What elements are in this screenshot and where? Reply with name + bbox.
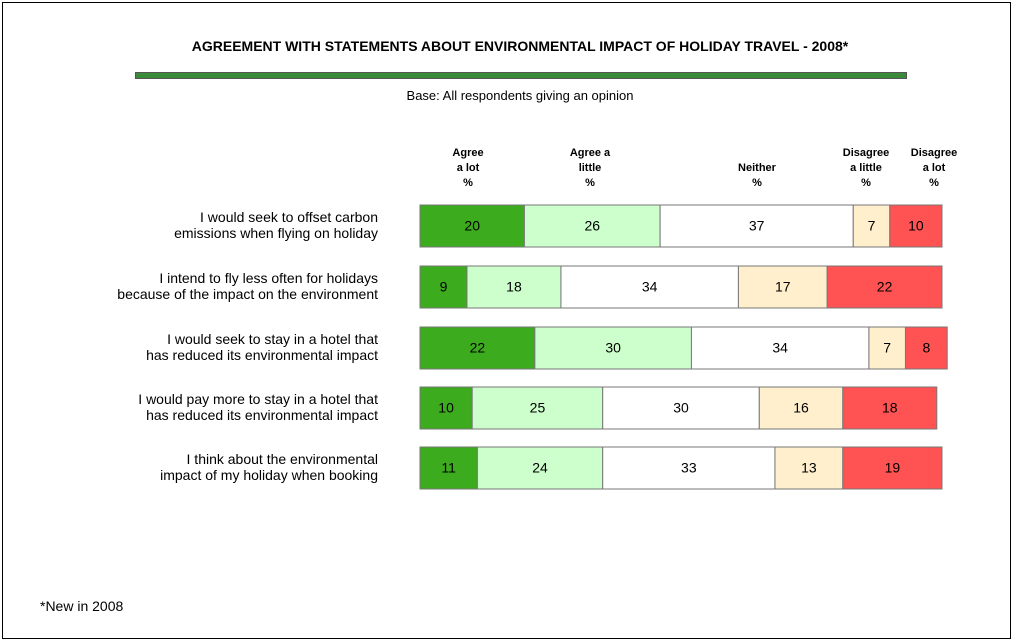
- data-label: 9: [440, 279, 448, 295]
- bar-segment: [842, 446, 943, 490]
- data-label: 18: [882, 400, 898, 416]
- bar-segment: [523, 204, 661, 248]
- legend-header: Agree a lot %: [452, 147, 484, 189]
- category-label: I would seek to stay in a hotel that has…: [146, 331, 378, 363]
- data-label: 11: [441, 460, 456, 476]
- bar-segment: [560, 265, 739, 309]
- data-label: 18: [506, 279, 522, 295]
- data-label: 37: [749, 218, 765, 234]
- data-label: 30: [605, 340, 621, 356]
- bar-segment: [476, 446, 604, 490]
- data-label: 13: [801, 460, 817, 476]
- bar-segment: [419, 204, 525, 248]
- data-label: 33: [681, 460, 697, 476]
- data-label: 25: [530, 400, 546, 416]
- bar-segment: [419, 386, 473, 430]
- data-label: 7: [868, 218, 876, 234]
- category-label: I intend to fly less often for holidays …: [117, 270, 378, 302]
- category-label: I would seek to offset carbon emissions …: [174, 209, 378, 241]
- bar-segment: [774, 446, 844, 490]
- data-label: 17: [775, 279, 791, 295]
- title-underline: [135, 72, 907, 79]
- bar-segment: [904, 326, 948, 370]
- data-label: 34: [642, 279, 658, 295]
- data-label: 24: [532, 460, 548, 476]
- bar-segment: [419, 446, 478, 490]
- bar-segment: [826, 265, 943, 309]
- bar-segment: [534, 326, 692, 370]
- bar-segment: [419, 326, 536, 370]
- data-label: 30: [673, 400, 689, 416]
- footnote: *New in 2008: [40, 598, 124, 614]
- subtitle: Base: All respondents giving an opinion: [406, 88, 634, 103]
- data-label: 19: [885, 460, 901, 476]
- data-label: 22: [470, 340, 486, 356]
- bar-segment: [758, 386, 844, 430]
- data-label: 26: [584, 218, 600, 234]
- data-label: 34: [772, 340, 788, 356]
- data-label: 7: [883, 340, 891, 356]
- data-label: 10: [908, 218, 924, 234]
- bar-segment: [690, 326, 870, 370]
- data-label: 10: [438, 400, 454, 416]
- bar-segment: [466, 265, 562, 309]
- category-label: I think about the environmental impact o…: [160, 451, 378, 483]
- data-label: 20: [464, 218, 480, 234]
- data-label: 16: [793, 400, 809, 416]
- bar-segment: [471, 386, 604, 430]
- bar-segment: [737, 265, 828, 309]
- legend-header: Disagree a little %: [842, 147, 890, 189]
- category-label: I would pay more to stay in a hotel that…: [138, 391, 378, 423]
- bar-segment: [419, 265, 468, 309]
- legend-header: Agree a little %: [569, 147, 611, 189]
- bar-segment: [842, 386, 938, 430]
- legend-header: Disagree a lot %: [910, 147, 958, 189]
- data-label: 22: [877, 279, 893, 295]
- bar-segment: [889, 204, 943, 248]
- chart-title: AGREEMENT WITH STATEMENTS ABOUT ENVIRONM…: [191, 38, 849, 54]
- bar-segment: [852, 204, 891, 248]
- data-label: 8: [922, 340, 930, 356]
- legend-header: Neither %: [738, 162, 776, 189]
